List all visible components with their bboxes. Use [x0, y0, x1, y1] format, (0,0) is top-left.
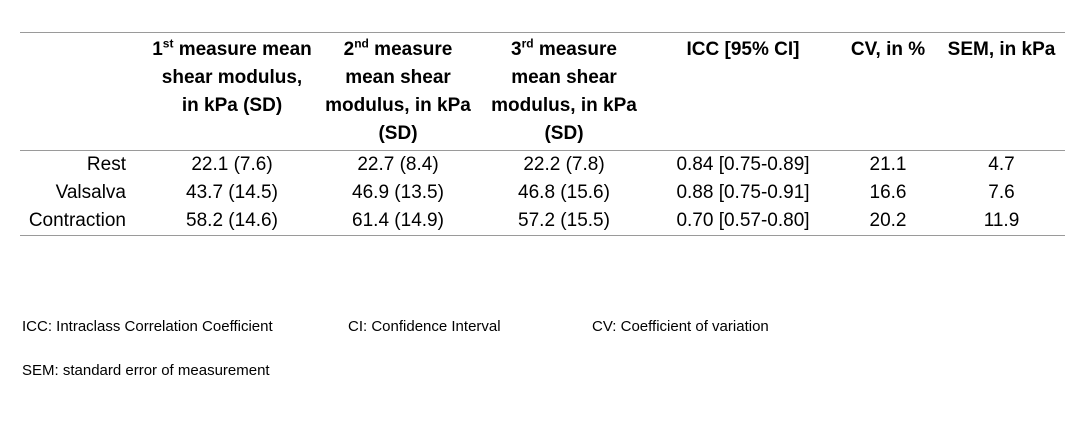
- results-table-container: 1st measure mean shear modulus, in kPa (…: [20, 32, 1065, 236]
- results-table: 1st measure mean shear modulus, in kPa (…: [20, 32, 1065, 236]
- row-label: Rest: [86, 154, 126, 175]
- note-icc: ICC: Intraclass Correlation Coefficient: [22, 318, 273, 335]
- table-cell: 46.8 (15.6): [518, 182, 610, 203]
- header-label-cell: [20, 33, 148, 151]
- header-row: 1st measure mean shear modulus, in kPa (…: [20, 32, 1065, 151]
- table-cell: 57.2 (15.5): [518, 210, 610, 231]
- header-measure-2: 2nd measure mean shear modulus, in kPa (…: [325, 36, 471, 144]
- table-row: Contraction 58.2 (14.6) 61.4 (14.9) 57.2…: [20, 207, 1065, 236]
- table-cell: 0.70 [0.57-0.80]: [676, 210, 810, 231]
- table-body: Rest 22.1 (7.6) 22.7 (8.4) 22.2 (7.8) 0.…: [20, 151, 1065, 236]
- table-cell: 0.84 [0.75-0.89]: [676, 154, 810, 175]
- header-icc: ICC [95% CI]: [686, 39, 800, 60]
- note-cv: CV: Coefficient of variation: [592, 318, 769, 335]
- table-cell: 46.9 (13.5): [352, 182, 444, 203]
- table-header: 1st measure mean shear modulus, in kPa (…: [20, 32, 1065, 151]
- table-cell: 22.1 (7.6): [191, 154, 273, 175]
- table-cell: 61.4 (14.9): [352, 210, 444, 231]
- table-cell: 16.6: [869, 182, 907, 203]
- table-cell: 7.6: [988, 182, 1015, 203]
- table-cell: 4.7: [988, 154, 1015, 175]
- row-label: Contraction: [28, 210, 126, 231]
- note-ci: CI: Confidence Interval: [348, 318, 501, 335]
- table-cell: 20.2: [869, 210, 907, 231]
- row-label: Valsalva: [55, 182, 126, 203]
- table-cell: 22.2 (7.8): [523, 154, 605, 175]
- table-cell: 0.88 [0.75-0.91]: [676, 182, 810, 203]
- header-measure-1: 1st measure mean shear modulus, in kPa (…: [152, 36, 312, 116]
- header-cv: CV, in %: [850, 39, 926, 60]
- table-cell: 58.2 (14.6): [186, 210, 278, 231]
- table-cell: 22.7 (8.4): [357, 154, 439, 175]
- table-cell: 11.9: [983, 210, 1020, 231]
- header-sem: SEM, in kPa: [947, 39, 1056, 60]
- table-cell: 43.7 (14.5): [186, 182, 278, 203]
- header-measure-3: 3rd measure mean shear modulus, in kPa (…: [491, 36, 637, 144]
- table-row: Rest 22.1 (7.6) 22.7 (8.4) 22.2 (7.8) 0.…: [20, 151, 1065, 180]
- note-sem: SEM: standard error of measurement: [22, 362, 270, 379]
- table-row: Valsalva 43.7 (14.5) 46.9 (13.5) 46.8 (1…: [20, 179, 1065, 207]
- table-cell: 21.1: [869, 154, 907, 175]
